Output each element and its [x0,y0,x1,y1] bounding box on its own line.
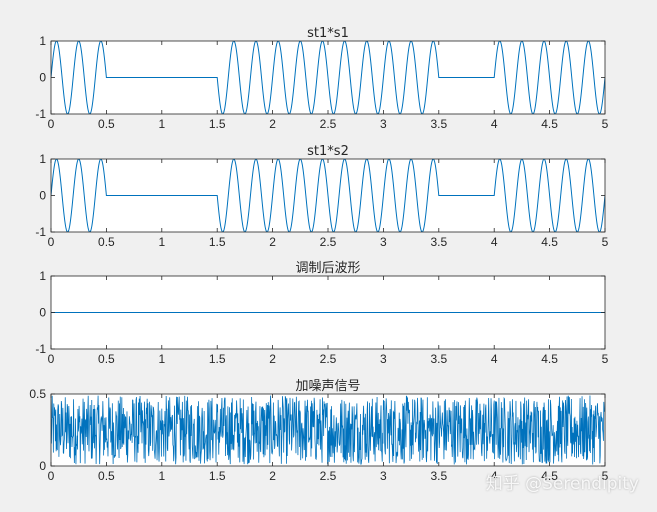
x-tick-label: 4.5 [541,117,558,131]
x-tick-label: 3 [380,469,387,483]
x-tick-label: 2.5 [320,117,337,131]
subplot-title: 加噪声信号 [295,379,360,394]
y-tick-label: 0 [39,189,46,203]
x-tick-label: 3 [380,235,387,249]
x-tick-label: 5 [602,469,609,483]
subplots: 0 0.5 1 1.5 2 2.5 3 3.5 4 4.5 5-101 st1*s10 0.5 1 1.5 2… [29,26,608,483]
x-tick-label: 3.5 [430,117,447,131]
y-tick-label: 0.5 [29,387,46,401]
x-tick-label: 0 [48,469,55,483]
x-tick-label: 2 [269,352,276,366]
x-tick-label: 4 [491,352,498,366]
x-tick-label: 0 [48,235,55,249]
subplot-4: 0 0.5 1 1.5 2 2.5 3 3.5 4 4.5 5 0 0.5 加噪声信号 [29,379,608,483]
x-tick-label: 4.5 [541,352,558,366]
x-tick-label: 4 [491,117,498,131]
x-tick-label: 2 [269,469,276,483]
x-tick-label: 3.5 [430,352,447,366]
subplot-2: 0 0.5 1 1.5 2 2.5 3 3.5 4 4.5 5-101 st1*s2 [35,144,608,249]
x-tick-label: 0.5 [98,117,115,131]
x-tick-label: 4 [491,235,498,249]
y-tick-label: -1 [35,225,46,239]
x-tick-label: 4.5 [541,469,558,483]
x-tick-label: 2 [269,235,276,249]
subplot-3: 0 0.5 1 1.5 2 2.5 3 3.5 4 4.5 5-101 调制后波形 [35,261,608,366]
series-line [51,159,605,232]
x-tick-label: 5 [602,117,609,131]
x-tick-label: 1.5 [209,117,226,131]
y-tick-label: -1 [35,342,46,356]
x-tick-label: 4.5 [541,235,558,249]
subplot-title: st1*s2 [307,144,349,159]
y-tick-label: 0 [39,71,46,85]
x-tick-label: 4 [491,469,498,483]
x-tick-label: 1 [158,352,165,366]
x-tick-label: 3 [380,117,387,131]
y-tick-label: -1 [35,107,46,121]
series-line [51,41,605,114]
watermark-text: 知乎 @Serendipity [485,474,639,494]
y-tick-label: 1 [39,269,46,283]
y-tick-label: 0 [39,459,46,473]
x-tick-label: 0.5 [98,235,115,249]
x-tick-label: 2 [269,117,276,131]
x-tick-label: 0 [48,117,55,131]
x-tick-label: 3 [380,352,387,366]
x-tick-label: 3.5 [430,469,447,483]
subplot-title: 调制后波形 [295,261,360,276]
x-tick-label: 1 [158,469,165,483]
x-tick-label: 0 [48,352,55,366]
x-tick-label: 2.5 [320,235,337,249]
x-tick-label: 1 [158,235,165,249]
x-tick-label: 0.5 [98,352,115,366]
x-tick-label: 2.5 [320,352,337,366]
x-tick-label: 1.5 [209,235,226,249]
x-tick-label: 1.5 [209,469,226,483]
x-tick-label: 0.5 [98,469,115,483]
y-tick-label: 1 [39,152,46,166]
y-tick-label: 0 [39,306,46,320]
subplot-1: 0 0.5 1 1.5 2 2.5 3 3.5 4 4.5 5-101 st1*s1 [35,26,608,131]
x-tick-label: 5 [602,235,609,249]
x-tick-label: 1.5 [209,352,226,366]
x-tick-label: 5 [602,352,609,366]
y-tick-label: 1 [39,34,46,48]
x-tick-label: 1 [158,117,165,131]
x-tick-label: 2.5 [320,469,337,483]
subplot-title: st1*s1 [307,26,349,41]
x-tick-label: 3.5 [430,235,447,249]
